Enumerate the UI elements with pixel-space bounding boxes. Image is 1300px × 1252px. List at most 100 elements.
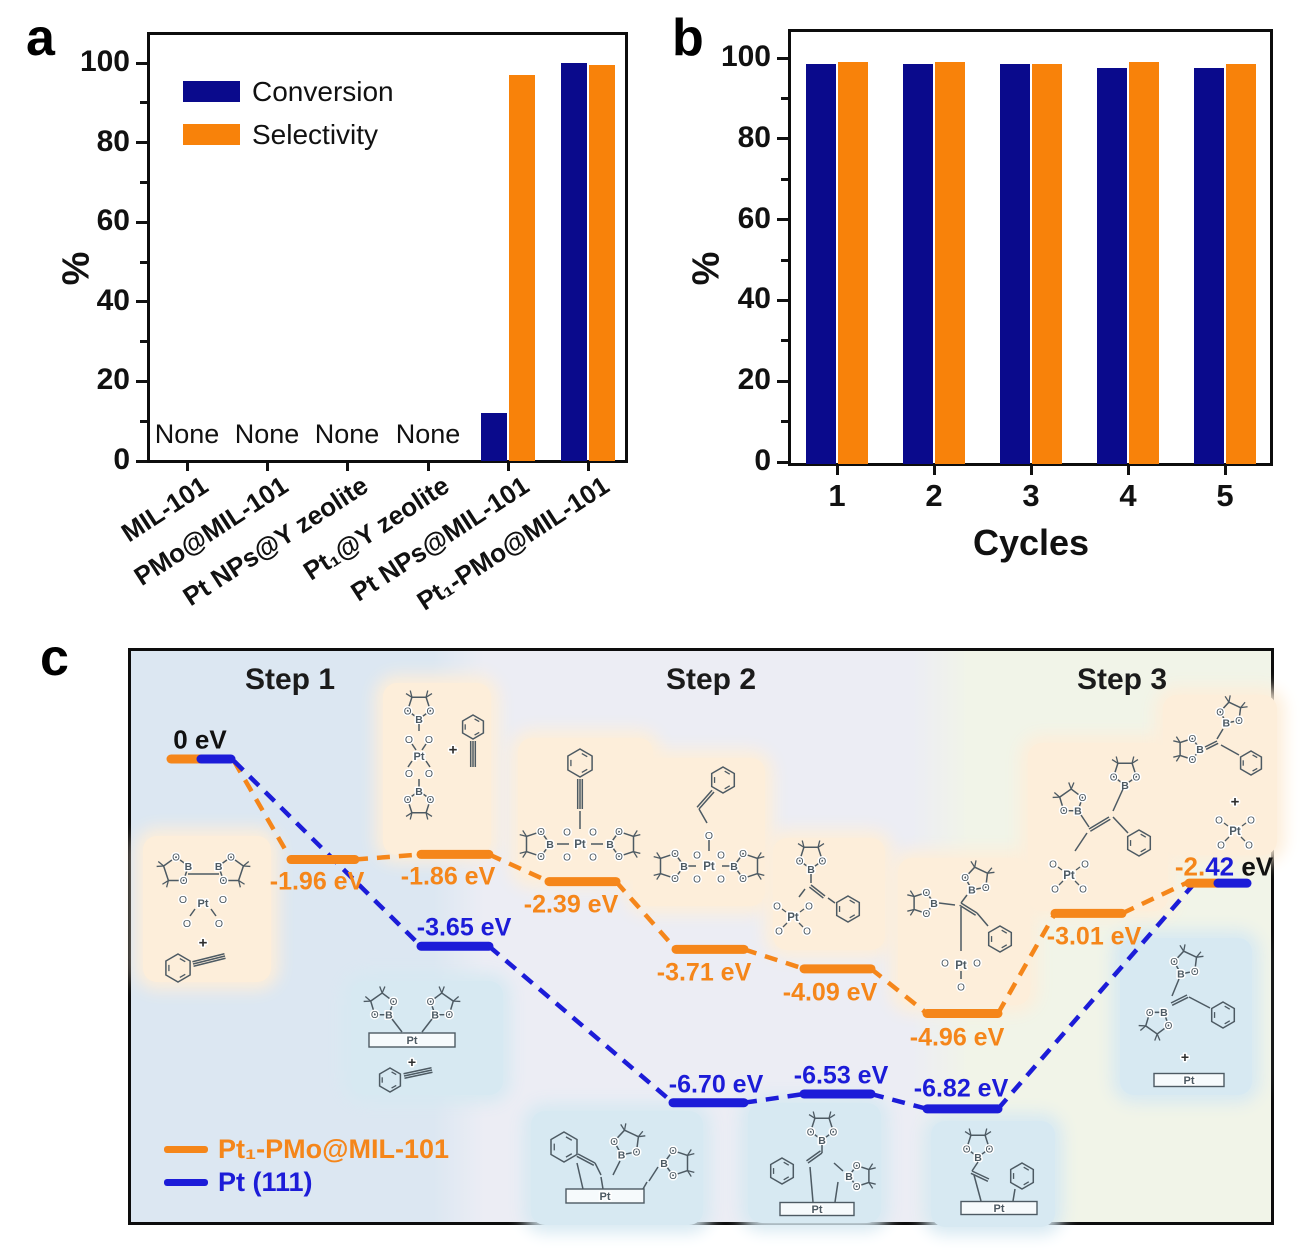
atom-label: Pt: [1063, 870, 1075, 882]
atom-label: O: [215, 918, 223, 930]
bar-conversion-a: [481, 413, 507, 461]
atom-label: O: [775, 927, 783, 938]
atom-label: O: [923, 909, 931, 920]
orange-connector: [232, 759, 293, 861]
energy-level-label: -4.09 eV: [782, 978, 878, 1007]
atom-label: Pt: [812, 1204, 823, 1216]
orange-connector: [1121, 881, 1187, 916]
atom-label: Pt: [407, 1035, 418, 1047]
atom-label: +: [1231, 793, 1240, 810]
atom-label: B: [730, 861, 738, 873]
y-tick-label-b: 100: [720, 40, 771, 73]
legend-label-conversion: Conversion: [252, 76, 394, 107]
y-minor-tick-a: [140, 419, 147, 423]
molecule-highlight: [1120, 938, 1252, 1095]
y-tick-label-a: 0: [113, 443, 130, 476]
bar-conversion-b: [1097, 68, 1127, 464]
atom-label: O: [563, 828, 571, 839]
bar-conversion-b: [903, 64, 933, 464]
atom-label: O: [973, 959, 981, 970]
orange-connector: [869, 967, 929, 1016]
y-tick-mark-b: [777, 56, 788, 60]
atom-label: Pt: [703, 861, 715, 873]
atom-label: B: [415, 786, 423, 798]
atom-label: O: [404, 706, 412, 717]
atom-label: O: [179, 894, 187, 906]
atom-label: B: [974, 1152, 982, 1164]
molecule-highlight: [633, 758, 765, 906]
blue-connector: [487, 944, 675, 1105]
atom-label: O: [1049, 860, 1057, 871]
atom-label: Pt: [414, 751, 425, 763]
atom-label: O: [986, 1144, 994, 1155]
legend-line-pt-pmo-icon: [164, 1146, 208, 1153]
x-tick-mark-b: [1029, 466, 1033, 475]
energy-level-label: -6.82 eV: [913, 1074, 1009, 1103]
atom-label: O: [425, 768, 433, 780]
y-minor-tick-a: [140, 101, 147, 105]
energy-level-label: -1.96 eV: [269, 867, 365, 896]
atom-label: Pt: [994, 1203, 1005, 1215]
legend-swatch-selectivity: [183, 124, 240, 145]
energy-diagram-area: O O B O O B O O Pt O O + O O B O O Pt O O O O B + Pt O O O O O O B O O B O P…: [128, 648, 1277, 1227]
x-tick-mark-a: [506, 463, 510, 471]
none-annotation: None: [314, 419, 380, 449]
atom-label: O: [1191, 967, 1199, 978]
atom-label: B: [1121, 780, 1129, 792]
y-tick-label-b: 40: [737, 282, 771, 316]
atom-label: +: [408, 1054, 416, 1070]
orange-connector: [996, 912, 1057, 1015]
bar-selectivity-b: [1129, 62, 1159, 464]
atom-label: O: [693, 851, 701, 862]
x-tick-label-b: 5: [1216, 478, 1234, 513]
atom-label: O: [563, 853, 571, 864]
atom-label: O: [941, 959, 949, 970]
x-tick-mark-a: [265, 463, 269, 471]
bar-conversion-b: [806, 64, 836, 464]
atom-label: O: [830, 1127, 838, 1138]
atom-label: O: [1081, 860, 1089, 871]
atom-label: O: [1170, 957, 1178, 968]
atom-label: O: [796, 856, 804, 867]
atom-label: O: [610, 1137, 618, 1148]
energy-level-label: -3.65 eV: [416, 913, 512, 942]
atom-label: O: [1216, 707, 1224, 718]
atom-label: O: [445, 1010, 453, 1021]
atom-label: O: [803, 927, 811, 938]
atom-label: O: [1215, 816, 1223, 827]
atom-label: O: [1079, 793, 1087, 804]
atom-label: O: [1079, 885, 1087, 896]
blue-connector: [232, 759, 423, 948]
y-tick-mark-a: [136, 61, 147, 65]
x-tick-label-b: 1: [828, 478, 846, 513]
x-tick-mark-a: [345, 463, 349, 471]
atom-label: O: [219, 876, 227, 887]
end-label-part: 42: [1205, 851, 1235, 882]
atom-label: Pt: [574, 839, 586, 851]
orange-connector: [743, 947, 805, 971]
y-minor-tick-b: [781, 339, 788, 343]
atom-label: O: [805, 902, 813, 913]
atom-label: B: [845, 1171, 853, 1183]
orange-connector: [354, 852, 422, 862]
bar-selectivity-b: [1032, 64, 1062, 464]
step-label: Step 1: [244, 663, 336, 696]
bar-conversion-b: [1000, 64, 1030, 464]
atom-label: B: [415, 714, 423, 726]
atom-label: O: [1165, 1021, 1173, 1032]
step-label: Step 2: [665, 663, 757, 696]
end-label-part: eV: [1234, 851, 1274, 882]
molecule-highlight: [773, 838, 885, 950]
energy-level-label: -3.01 eV: [1046, 922, 1142, 951]
molecule-structure: O OB Pt: [960, 1128, 1038, 1216]
atom-label: Pt: [198, 898, 209, 910]
atom-label: Pt: [1229, 826, 1241, 838]
atom-label: Pt: [787, 912, 799, 924]
molecule-highlight: [1163, 695, 1277, 855]
atom-label: O: [615, 827, 623, 838]
